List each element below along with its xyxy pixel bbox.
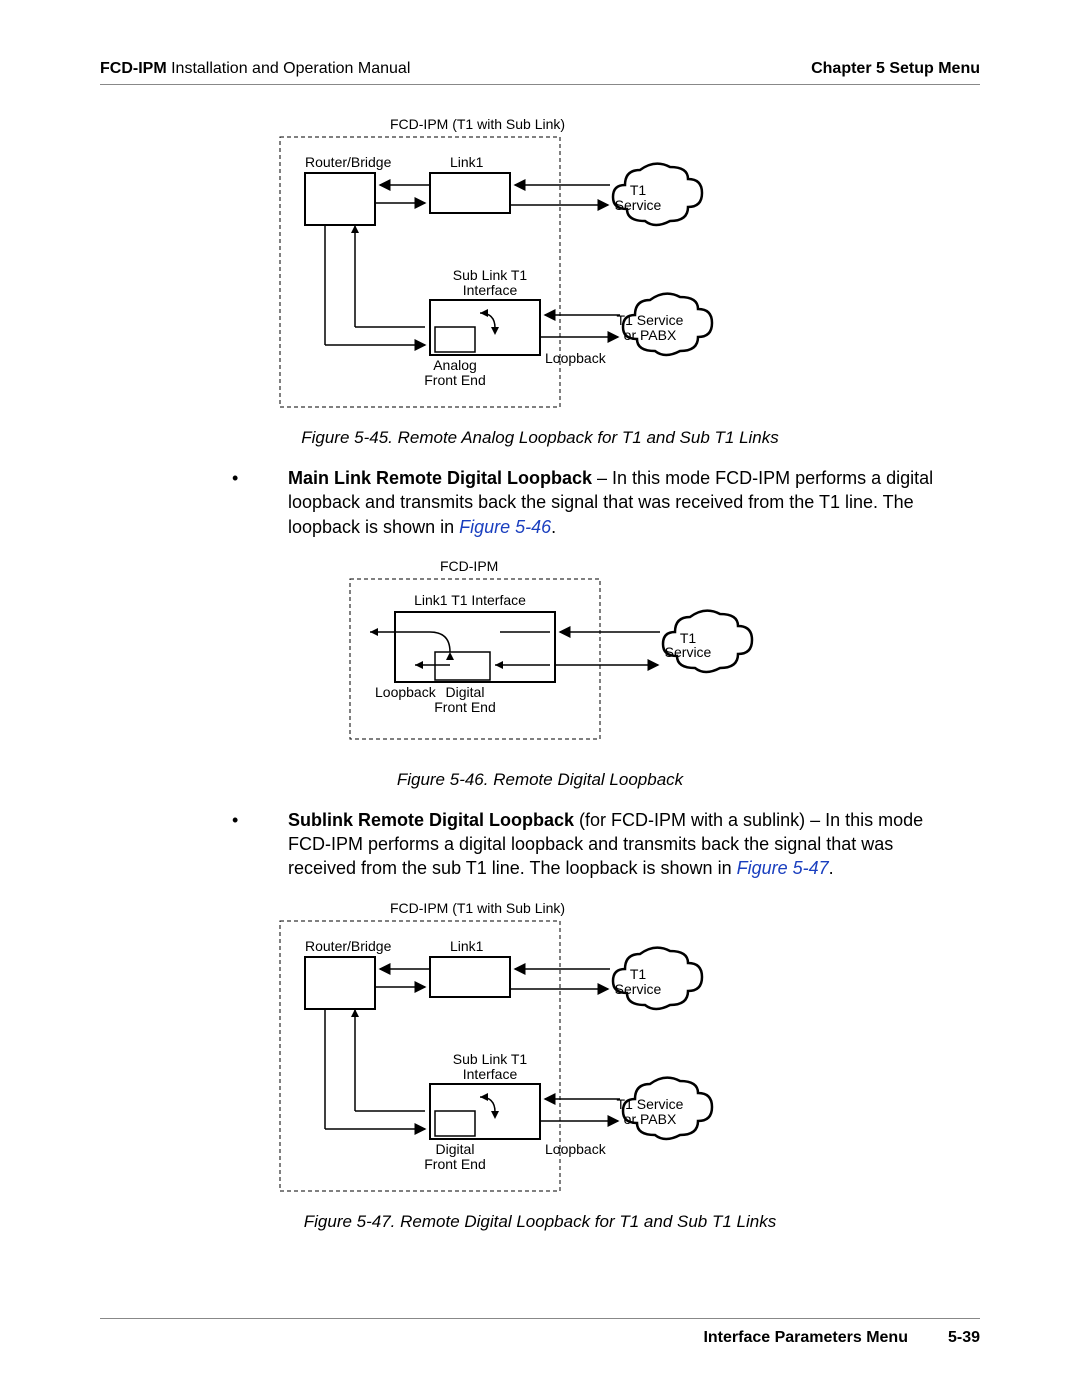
fig47-title: FCD-IPM (T1 with Sub Link): [390, 900, 565, 916]
page: FCD-IPM Installation and Operation Manua…: [0, 0, 1080, 1397]
figure-45-diagram: FCD-IPM (T1 with Sub Link) Router/Bridge…: [100, 115, 980, 420]
fig45-link1-label: Link1: [450, 154, 484, 170]
svg-text:Digital: Digital: [446, 684, 485, 700]
bullet-icon: •: [260, 466, 288, 490]
svg-text:Front End: Front End: [434, 699, 495, 715]
fig46-loopback: Loopback: [375, 684, 437, 700]
fig47-loopback: Loopback: [545, 1141, 607, 1157]
fig47-digital-l1: Analog: [433, 357, 477, 373]
header-left: FCD-IPM Installation and Operation Manua…: [100, 60, 410, 78]
svg-text:Service: Service: [615, 981, 662, 997]
fig47-router-label: Router/Bridge: [305, 938, 392, 954]
figure-47-caption: Figure 5-47. Remote Digital Loopback for…: [100, 1212, 980, 1232]
para-sublink: •Sublink Remote Digital Loopback (for FC…: [260, 808, 950, 881]
svg-text:Sub Link T1: Sub Link T1: [453, 1051, 528, 1067]
figure-47-diagram: FCD-IPM (T1 with Sub Link) Router/Bridge…: [100, 899, 980, 1204]
header-product: FCD-IPM: [100, 60, 167, 77]
fig45-title: FCD-IPM (T1 with Sub Link): [390, 116, 565, 132]
para-main-link: •Main Link Remote Digital Loopback – In …: [260, 466, 950, 539]
fig47-digital-l2: Front End: [424, 372, 485, 388]
fig45-t1-line2: Service: [615, 197, 662, 213]
svg-text:Front End: Front End: [424, 1156, 485, 1172]
fig47-sublink-l2: Interface: [463, 282, 518, 298]
svg-text:or PABX: or PABX: [624, 1111, 677, 1127]
para2-text3: .: [829, 858, 834, 878]
para2-bold: Sublink Remote Digital Loopback: [288, 810, 574, 830]
fig45-loopback: Loopback: [545, 350, 607, 366]
footer-section: Interface Parameters Menu: [703, 1329, 908, 1347]
figure-46-diagram: FCD-IPM Link1 T1 Interface Digital Front…: [100, 557, 980, 762]
svg-text:T1: T1: [630, 966, 647, 982]
page-header: FCD-IPM Installation and Operation Manua…: [100, 60, 980, 85]
fig45-router-label: Router/Bridge: [305, 154, 392, 170]
fig46-link1: Link1 T1 Interface: [414, 592, 526, 608]
header-right: Chapter 5 Setup Menu: [811, 60, 980, 78]
footer-pagenum: 5-39: [948, 1329, 980, 1347]
page-footer: Interface Parameters Menu 5-39: [100, 1318, 980, 1347]
figure-46-caption: Figure 5-46. Remote Digital Loopback: [100, 770, 980, 790]
svg-text:Digital: Digital: [436, 1141, 475, 1157]
header-chapter: Chapter 5 Setup Menu: [811, 60, 980, 77]
fig45-pabx-l2: or PABX: [624, 327, 677, 343]
fig45-t1-line1: T1: [630, 182, 647, 198]
para1-bold: Main Link Remote Digital Loopback: [288, 468, 592, 488]
svg-text:T1 Service: T1 Service: [617, 1096, 684, 1112]
bullet-icon-2: •: [260, 808, 288, 832]
para2-text1: (for FCD-IPM with a sublink) – In this m…: [574, 810, 923, 830]
header-title: Installation and Operation Manual: [167, 60, 411, 77]
figure-45-caption: Figure 5-45. Remote Analog Loopback for …: [100, 428, 980, 448]
para1-text2: .: [551, 517, 556, 537]
svg-text:Service: Service: [665, 644, 712, 660]
fig45-pabx-l1: T1 Service: [617, 312, 684, 328]
fig46-title: FCD-IPM: [440, 558, 498, 574]
fig47-link1-label: Link1: [450, 938, 484, 954]
svg-text:Interface: Interface: [463, 1066, 518, 1082]
para1-link[interactable]: Figure 5-46: [459, 517, 551, 537]
para2-link[interactable]: Figure 5-47: [737, 858, 829, 878]
fig47-sublink-l1: Sub Link T1: [453, 267, 528, 283]
